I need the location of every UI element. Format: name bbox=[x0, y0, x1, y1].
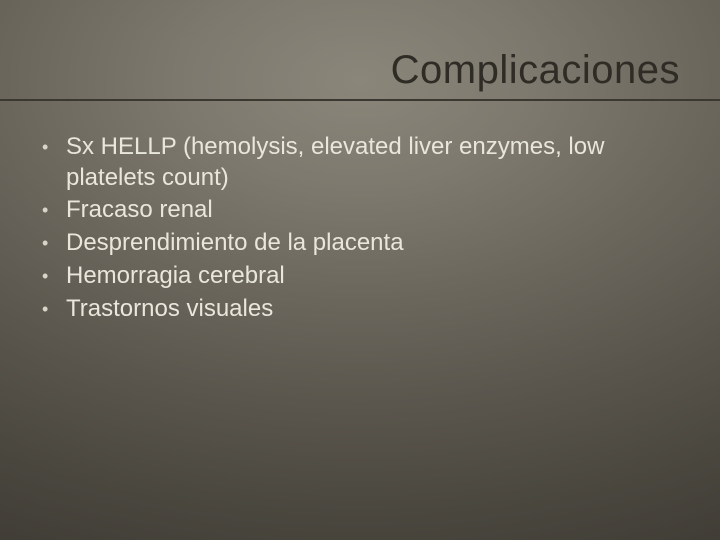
list-item: • Trastornos visuales bbox=[42, 294, 678, 325]
title-container: Complicaciones bbox=[0, 48, 720, 101]
list-item: • Desprendimiento de la placenta bbox=[42, 228, 678, 259]
bullet-list: • Sx HELLP (hemolysis, elevated liver en… bbox=[42, 132, 678, 326]
slide-title: Complicaciones bbox=[40, 48, 680, 93]
list-item: • Sx HELLP (hemolysis, elevated liver en… bbox=[42, 132, 678, 193]
bullet-icon: • bbox=[42, 195, 66, 225]
list-item-text: Desprendimiento de la placenta bbox=[66, 228, 678, 259]
slide: Complicaciones • Sx HELLP (hemolysis, el… bbox=[0, 0, 720, 540]
list-item: • Hemorragia cerebral bbox=[42, 261, 678, 292]
bullet-icon: • bbox=[42, 294, 66, 324]
bullet-icon: • bbox=[42, 132, 66, 162]
list-item-text: Sx HELLP (hemolysis, elevated liver enzy… bbox=[66, 132, 678, 193]
list-item-text: Fracaso renal bbox=[66, 195, 678, 226]
bullet-icon: • bbox=[42, 228, 66, 258]
bullet-icon: • bbox=[42, 261, 66, 291]
list-item-text: Hemorragia cerebral bbox=[66, 261, 678, 292]
list-item-text: Trastornos visuales bbox=[66, 294, 678, 325]
list-item: • Fracaso renal bbox=[42, 195, 678, 226]
